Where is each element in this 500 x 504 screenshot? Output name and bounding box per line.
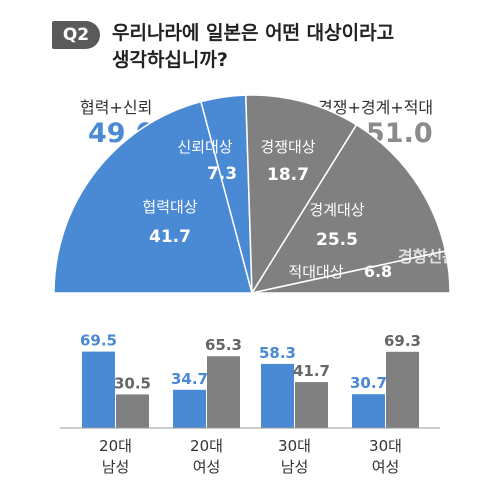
pie-slice-value-3: 18.7 (267, 165, 309, 185)
pie-slice-label-3: 경쟁대상 (260, 138, 315, 156)
pie-slice-value-1: 41.7 (149, 227, 191, 247)
category-label-1-line-1: 20대 (99, 437, 132, 455)
pie-slice-label-2: 신뢰대상 (177, 138, 232, 156)
bar-value-2-series-1: 34.7 (171, 370, 208, 388)
bar-4-series-2 (386, 351, 419, 428)
pie-slice-4 (250, 123, 447, 295)
pie-slice-value-2: 7.3 (207, 164, 237, 184)
pie-slice-3 (245, 94, 358, 296)
bar-value-1-series-1: 69.5 (80, 332, 117, 350)
pie-slice-label-4: 경계대상 (309, 201, 364, 219)
bar-1-series-1 (82, 351, 115, 429)
pie-slice-label-1: 협력대상 (142, 198, 197, 216)
bar-value-3-series-1: 58.3 (259, 344, 296, 362)
category-label-2-line-1: 20대 (190, 437, 223, 455)
bar-4-series-1 (352, 394, 385, 428)
bar-value-4-series-2: 69.3 (384, 332, 421, 350)
bar-3-series-2 (295, 382, 328, 428)
category-label-1-line-2: 남성 (102, 458, 130, 476)
bar-value-4-series-1: 30.7 (350, 374, 387, 392)
group-label-cooperation-trust: 협력+신뢰 (80, 98, 153, 117)
question-line-1: 우리나라에 일본은 어떤 대상이라고 (112, 22, 395, 44)
category-label-4-line-2: 여성 (372, 458, 400, 476)
bar-2-series-1 (173, 389, 206, 428)
category-label-3-line-1: 30대 (278, 437, 311, 455)
question-badge: Q2 (52, 21, 100, 49)
pie-slice-5 (251, 250, 451, 294)
category-label-4-line-1: 30대 (369, 437, 402, 455)
question-line-2: 생각하십니까? (112, 49, 228, 71)
bar-value-3-series-2: 41.7 (293, 362, 330, 380)
watermark: 경향신문 (398, 247, 457, 266)
question-text: 우리나라에 일본은 어떤 대상이라고 생각하십니까? (112, 20, 472, 74)
pie-slice-value-5: 6.8 (364, 262, 392, 281)
group-label-competition-wariness-hostility: 경쟁+경계+적대 (318, 98, 434, 117)
bar-2-series-2 (207, 356, 240, 428)
pie-slice-1 (53, 100, 253, 294)
category-label-3-line-2: 남성 (281, 458, 309, 476)
pie-slice-label-5: 적대대상 (288, 263, 343, 281)
category-label-2-line-2: 여성 (193, 458, 221, 476)
bar-value-1-series-2: 30.5 (114, 374, 151, 392)
pie-slice-value-4: 25.5 (316, 230, 358, 250)
bar-3-series-1 (261, 363, 294, 428)
bar-value-2-series-2: 65.3 (205, 336, 242, 354)
bar-1-series-2 (116, 394, 149, 428)
